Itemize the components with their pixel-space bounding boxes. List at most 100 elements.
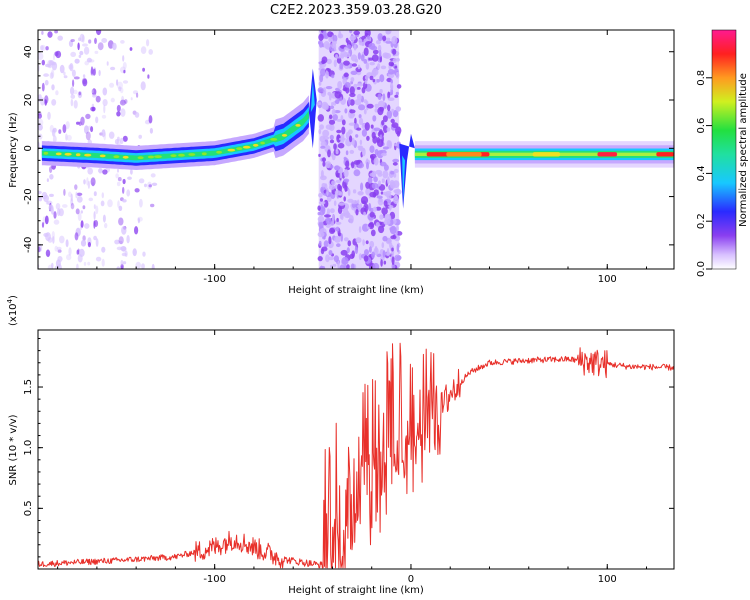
noise-dot [138, 134, 142, 139]
noise-dot [68, 247, 72, 256]
noise-dot [82, 205, 86, 210]
noise-dot [68, 64, 73, 70]
noise-dot [85, 131, 91, 141]
noise-dot [349, 109, 356, 114]
noise-dot [138, 178, 145, 184]
noise-dot [372, 78, 376, 83]
noise-dot [382, 146, 389, 150]
colorbar-tick-label: 0.4 [696, 165, 707, 181]
ridge-hotspot [75, 153, 81, 157]
noise-dot [118, 205, 123, 211]
noise-dot [140, 46, 147, 54]
noise-dot [369, 191, 377, 198]
noise-dot [117, 81, 123, 90]
noise-dot [330, 208, 335, 214]
noise-dot [318, 153, 321, 157]
noise-dot [134, 112, 140, 118]
noise-dot [343, 60, 350, 66]
noise-dot [371, 54, 379, 62]
noise-dot [349, 30, 353, 34]
noise-dot [93, 211, 96, 220]
noise-dot [325, 86, 333, 90]
noise-dot [345, 37, 349, 44]
noise-dot [386, 37, 391, 42]
noise-dot [353, 44, 357, 51]
noise-dot [352, 113, 356, 117]
noise-dot [376, 137, 381, 144]
noise-dot [132, 90, 139, 95]
noise-dot [379, 89, 383, 94]
noise-dot [382, 35, 387, 42]
noise-dot [59, 235, 65, 244]
noise-dot [331, 42, 335, 49]
snr-frame [37, 329, 675, 570]
spectrogram-axes: -100 100 -40 -20 0 20 40 [23, 30, 674, 285]
noise-dot [384, 214, 392, 222]
noise-dot [149, 127, 153, 134]
noise-dot [372, 115, 377, 122]
noise-dot [91, 106, 95, 112]
noise-dot [375, 40, 381, 45]
noise-dot [316, 101, 322, 106]
noise-dot [343, 72, 349, 78]
noise-dot [365, 240, 369, 245]
noise-dot [57, 249, 62, 253]
noise-dot [323, 136, 330, 140]
noise-dot [395, 91, 399, 96]
noise-dot [335, 54, 339, 59]
noise-dot [388, 61, 394, 67]
noise-dot [327, 68, 331, 72]
noise-dot [379, 49, 382, 58]
noise-dot [102, 214, 106, 223]
noise-dot [349, 35, 357, 41]
noise-dot [114, 139, 119, 145]
noise-dot [49, 193, 54, 197]
noise-dot [101, 246, 106, 253]
noise-dot [363, 99, 368, 104]
noise-dot [118, 236, 124, 245]
noise-dot [349, 86, 355, 95]
noise-dot [377, 63, 381, 70]
flat-hotspot [446, 152, 482, 157]
noise-dot [148, 115, 153, 124]
noise-dot [350, 77, 355, 82]
ridge-hotspot [147, 155, 155, 159]
noise-dot [351, 63, 357, 67]
noise-dot [331, 152, 334, 158]
noise-dot [44, 95, 49, 104]
noise-dot [382, 250, 386, 258]
noise-dot [328, 236, 332, 245]
noise-dot [328, 256, 334, 261]
noise-dot [386, 127, 391, 132]
noise-dot [76, 192, 83, 196]
noise-dot [350, 70, 358, 76]
ridge-spike-core [310, 80, 315, 113]
noise-dot [320, 145, 326, 149]
noise-dot [349, 214, 354, 224]
noise-dot [327, 149, 331, 158]
noise-dot [117, 177, 122, 182]
noise-dot [346, 210, 350, 218]
noise-dot [117, 168, 119, 173]
noise-dot [121, 252, 127, 257]
noise-dot [358, 38, 363, 44]
noise-dot [387, 104, 391, 112]
noise-dot [363, 58, 368, 64]
noise-dot [317, 256, 323, 262]
noise-dot [41, 222, 45, 228]
noise-dot [335, 226, 340, 232]
noise-dot [371, 251, 375, 259]
noise-dot [379, 134, 383, 140]
ridge-hotspot [64, 152, 72, 156]
noise-dot [62, 204, 68, 208]
noise-dot [349, 99, 355, 106]
noise-dot [363, 211, 366, 216]
noise-dot [343, 264, 347, 269]
noise-dot [146, 39, 150, 47]
noise-dot [367, 176, 373, 184]
noise-dot [396, 243, 400, 253]
noise-dot [134, 188, 140, 193]
noise-dot [70, 193, 73, 202]
colorbar-gradient [711, 29, 737, 270]
noise-dot [364, 79, 368, 85]
